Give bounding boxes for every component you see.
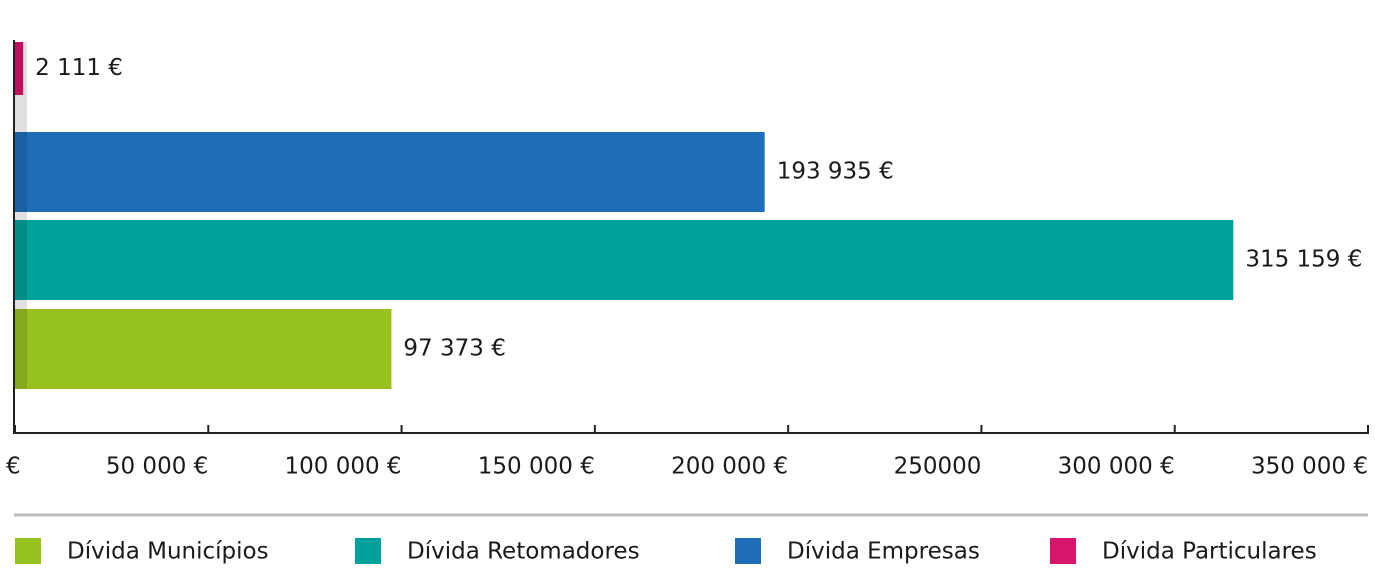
bar: [15, 220, 1234, 300]
x-tick-label: 50 000 €: [106, 454, 208, 480]
value-label: 97 373 €: [403, 336, 505, 362]
x-tick-label: 250000: [894, 454, 982, 480]
legend-label: Dívida Municípios: [67, 539, 269, 565]
x-tick-label: 350 000 €: [1251, 454, 1368, 480]
x-tick-label: 200 000 €: [671, 454, 788, 480]
value-label: 315 159 €: [1245, 247, 1362, 273]
axis-shadow: [15, 42, 27, 389]
bar: [15, 42, 24, 95]
legend-swatch: [1050, 538, 1076, 564]
legend-swatch: [355, 538, 381, 564]
value-label: 193 935 €: [777, 159, 894, 185]
bar: [15, 309, 392, 389]
legend-swatch: [15, 538, 41, 564]
legend-label: Dívida Retomadores: [407, 539, 640, 565]
legend-label: Dívida Particulares: [1102, 539, 1317, 565]
x-tick-label: 300 000 €: [1058, 454, 1175, 480]
bar: [15, 132, 765, 212]
x-tick-label: €: [6, 454, 21, 480]
value-label: 2 111 €: [35, 55, 123, 81]
legend-swatch: [735, 538, 761, 564]
legend-label: Dívida Empresas: [787, 539, 980, 565]
x-tick-label: 100 000 €: [285, 454, 402, 480]
x-tick-label: 150 000 €: [478, 454, 595, 480]
